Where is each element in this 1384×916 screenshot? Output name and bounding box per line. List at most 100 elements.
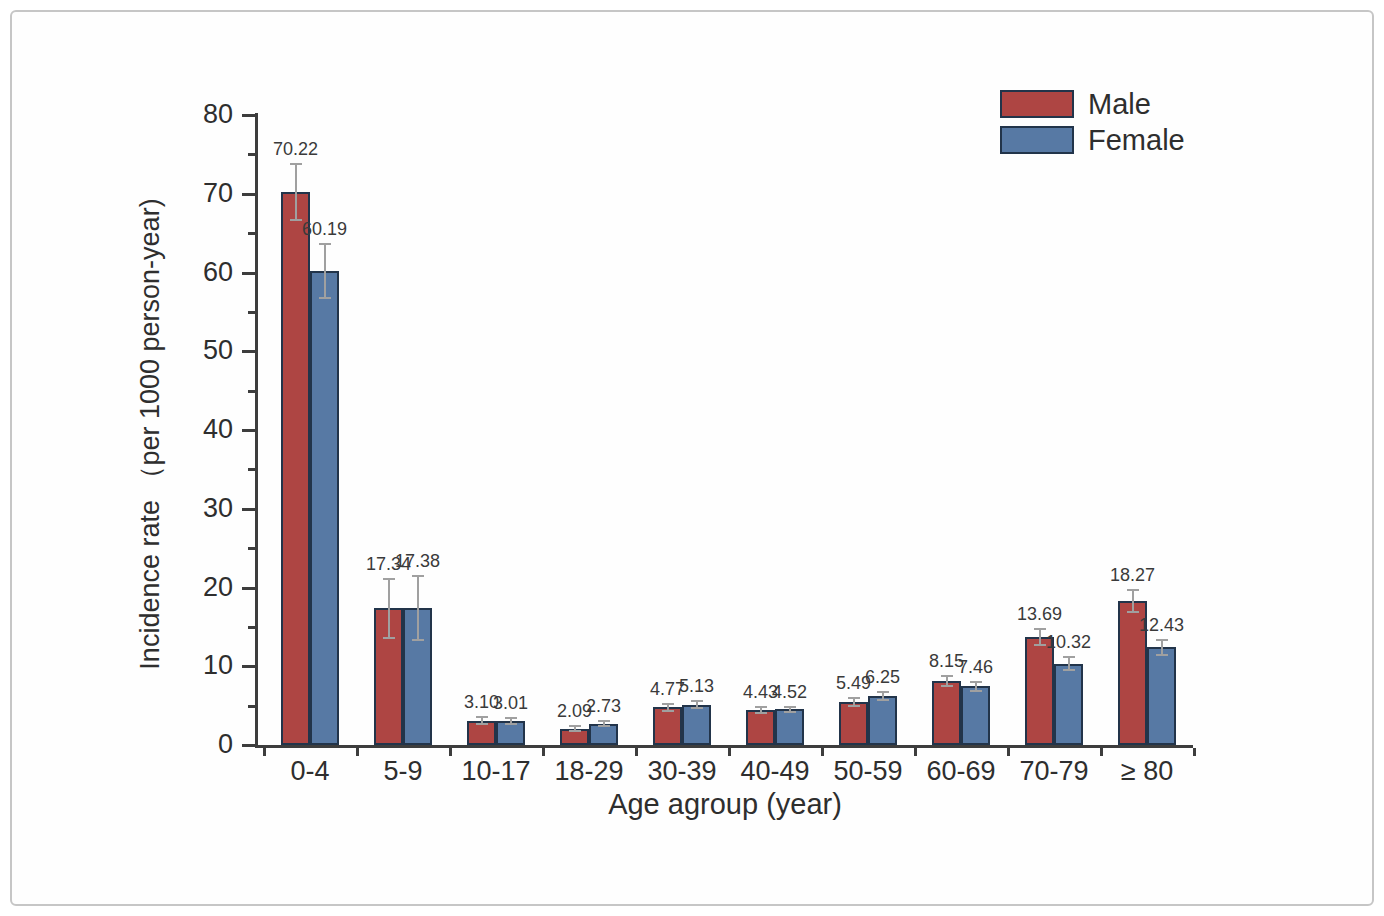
error-bar-cap (691, 707, 703, 709)
value-label: 7.46 (941, 658, 1011, 676)
error-bar-cap (598, 725, 610, 727)
x-tick-label: ≥ 80 (1092, 757, 1202, 785)
y-tick-label: 0 (173, 731, 233, 758)
y-tick-label: 80 (173, 101, 233, 128)
error-bar-cap (383, 637, 395, 639)
y-axis-line (255, 113, 258, 748)
error-bar-cap (476, 716, 488, 718)
error-bar (1132, 590, 1134, 611)
x-tick (821, 748, 824, 756)
error-bar-cap (319, 243, 331, 245)
value-label: 6.25 (848, 668, 918, 686)
value-label: 18.27 (1098, 566, 1168, 584)
value-label: 4.52 (755, 683, 825, 701)
value-label: 10.32 (1034, 633, 1104, 651)
x-tick (1193, 748, 1196, 756)
bar-male (932, 681, 961, 745)
x-tick (914, 748, 917, 756)
bar-male (653, 707, 682, 745)
bar-female (961, 686, 990, 745)
y-tick-label: 50 (173, 337, 233, 364)
bar-female (775, 709, 804, 745)
error-bar-cap (569, 725, 581, 727)
error-bar-cap (476, 723, 488, 725)
x-axis-title: Age agroup (year) (505, 788, 945, 821)
value-label: 2.73 (569, 697, 639, 715)
value-label: 60.19 (290, 220, 360, 238)
error-bar-cap (290, 163, 302, 165)
bar-male (1025, 637, 1054, 745)
error-bar (388, 579, 390, 637)
y-minor-tick (248, 626, 255, 629)
error-bar-cap (941, 685, 953, 687)
value-label: 3.01 (476, 694, 546, 712)
x-tick (542, 748, 545, 756)
value-label: 70.22 (261, 140, 331, 158)
y-major-tick (242, 193, 255, 196)
y-tick-label: 30 (173, 495, 233, 522)
error-bar-cap (598, 720, 610, 722)
y-tick-label: 10 (173, 652, 233, 679)
x-tick (356, 748, 359, 756)
x-tick (449, 748, 452, 756)
error-bar-cap (755, 706, 767, 708)
error-bar-cap (1034, 628, 1046, 630)
y-tick-label: 40 (173, 416, 233, 443)
error-bar-cap (848, 697, 860, 699)
error-bar-cap (970, 690, 982, 692)
y-tick-label: 70 (173, 180, 233, 207)
error-bar-cap (691, 700, 703, 702)
bar-female (310, 271, 339, 745)
y-major-tick (242, 114, 255, 117)
x-tick (263, 748, 266, 756)
error-bar-cap (383, 578, 395, 580)
x-axis-line (255, 745, 1193, 748)
y-major-tick (242, 350, 255, 353)
error-bar-cap (1156, 639, 1168, 641)
legend-swatch-female (1000, 126, 1074, 154)
error-bar-cap (877, 691, 889, 693)
error-bar-cap (505, 723, 517, 725)
error-bar-cap (505, 717, 517, 719)
x-tick (728, 748, 731, 756)
legend-swatch-male (1000, 90, 1074, 118)
y-minor-tick (248, 232, 255, 235)
error-bar-cap (877, 699, 889, 701)
error-bar (295, 164, 297, 221)
x-tick (635, 748, 638, 756)
legend-item-male: Male (1000, 86, 1185, 122)
error-bar-cap (319, 297, 331, 299)
bar-female (1054, 664, 1083, 745)
bar-chart: Incidence rate （per 1000 person-year) Ag… (0, 0, 1384, 916)
error-bar (324, 244, 326, 298)
value-label: 13.69 (1005, 605, 1075, 623)
bar-male (281, 192, 310, 745)
error-bar-cap (1156, 654, 1168, 656)
value-label: 17.38 (383, 552, 453, 570)
error-bar-cap (1063, 656, 1075, 658)
y-minor-tick (248, 390, 255, 393)
bar-female (868, 696, 897, 745)
legend-item-female: Female (1000, 122, 1185, 158)
bar-male (839, 702, 868, 745)
x-tick (1100, 748, 1103, 756)
error-bar-cap (1127, 589, 1139, 591)
y-tick-label: 60 (173, 259, 233, 286)
y-tick-label: 20 (173, 574, 233, 601)
error-bar (417, 576, 419, 641)
y-minor-tick (248, 311, 255, 314)
error-bar-cap (412, 575, 424, 577)
error-bar-cap (784, 711, 796, 713)
x-tick (1007, 748, 1010, 756)
legend-label: Female (1088, 124, 1185, 157)
legend: MaleFemale (1000, 86, 1185, 158)
bar-female (682, 705, 711, 745)
y-major-tick (242, 272, 255, 275)
y-axis-title: Incidence rate （per 1000 person-year) (132, 124, 168, 744)
error-bar (1161, 640, 1163, 655)
y-major-tick (242, 744, 255, 747)
error-bar-cap (1063, 669, 1075, 671)
error-bar-cap (970, 681, 982, 683)
y-minor-tick (248, 705, 255, 708)
legend-label: Male (1088, 88, 1151, 121)
